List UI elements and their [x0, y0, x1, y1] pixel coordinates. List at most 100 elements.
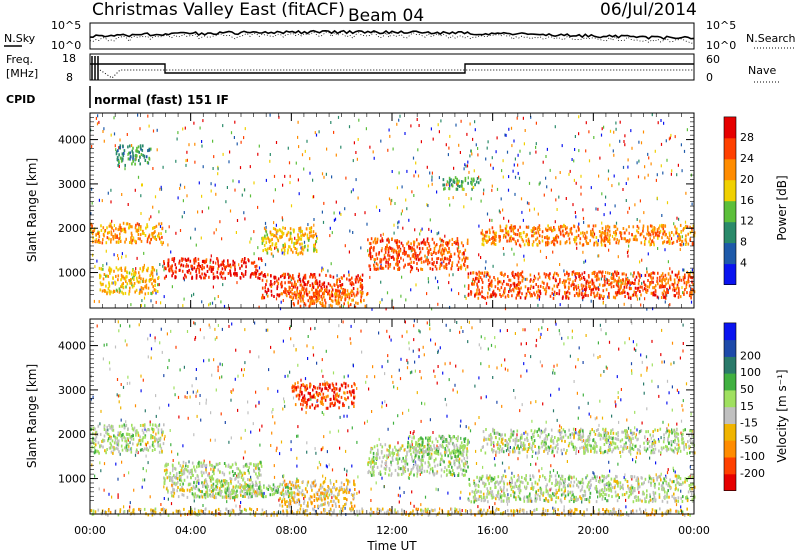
echo-cell [314, 279, 317, 283]
echo-cell [217, 276, 219, 280]
echo-cell [214, 275, 216, 279]
echo-cell [334, 292, 336, 296]
noise-cell [118, 146, 120, 150]
noise-cell [421, 227, 423, 231]
echo-cell [134, 226, 137, 230]
echo-cell [315, 300, 318, 304]
noise-cell [388, 238, 390, 242]
noise-cell [156, 272, 158, 276]
echo-cell [642, 224, 645, 228]
noise-cell [307, 357, 309, 360]
noise-cell [597, 341, 599, 345]
echo-cell [678, 292, 680, 296]
echo-cell [488, 228, 491, 232]
echo-cell [549, 227, 551, 231]
echo-cell [378, 252, 380, 256]
echo-cell [398, 260, 401, 264]
noise-cell [290, 337, 292, 341]
echo-cell [553, 273, 555, 277]
echo-cell [321, 301, 324, 305]
noise-cell [387, 354, 389, 358]
noise-cell [584, 259, 587, 263]
noise-cell [592, 471, 594, 475]
echo-cell [684, 238, 687, 242]
echo-cell [617, 279, 619, 283]
echo-cell [668, 284, 671, 288]
echo-cell [431, 237, 434, 241]
noise-cell [257, 152, 259, 156]
echo-cell [299, 242, 301, 246]
echo-cell [123, 149, 126, 153]
echo-cell [316, 292, 318, 296]
echo-cell [270, 280, 272, 283]
echo-cell [510, 239, 512, 243]
echo-cell [303, 276, 305, 280]
echo-cell [90, 222, 93, 226]
echo-cell [335, 301, 338, 305]
echo-cell [321, 282, 324, 286]
echo-cell [94, 437, 96, 441]
noise-cell [318, 385, 320, 389]
noise-cell [609, 143, 611, 147]
echo-cell [667, 272, 670, 276]
noise-cell [99, 422, 101, 426]
noise-cell [322, 374, 324, 378]
echo-cell [474, 277, 477, 281]
noise-cell [200, 236, 202, 240]
noise-cell [275, 449, 277, 453]
echo-cell [525, 235, 527, 238]
echo-cell [456, 187, 459, 191]
echo-cell [532, 240, 535, 244]
noise-cell [413, 338, 415, 342]
echo-cell [332, 275, 335, 279]
echo-cell [136, 443, 139, 447]
noise-cell [436, 190, 438, 194]
echo-cell [369, 248, 371, 251]
echo-cell [484, 271, 486, 275]
noise-cell [523, 258, 525, 262]
echo-cell [290, 295, 293, 299]
echo-cell [221, 262, 224, 266]
echo-cell [92, 236, 94, 240]
noise-cell [170, 502, 173, 506]
echo-cell [538, 224, 541, 228]
echo-cell [243, 260, 246, 264]
echo-cell [337, 302, 339, 306]
echo-cell [234, 271, 236, 275]
noise-cell [310, 397, 312, 401]
echo-cell [198, 270, 201, 274]
noise-cell [137, 175, 140, 179]
noise-cell [613, 130, 615, 134]
echo-cell [166, 264, 169, 268]
noise-cell [602, 301, 604, 305]
echo-cell [291, 237, 293, 241]
echo-cell [522, 231, 525, 235]
echo-cell [614, 225, 617, 229]
noise-cell [249, 350, 251, 354]
echo-cell [601, 230, 604, 234]
echo-cell [504, 272, 506, 276]
noise-cell [284, 374, 286, 378]
echo-cell [209, 258, 212, 262]
noise-cell [492, 376, 494, 379]
noise-cell [379, 266, 381, 270]
cpid-strip: CPID normal (fast) 151 IF [6, 86, 229, 108]
echo-cell [480, 231, 483, 235]
noise-cell [253, 513, 255, 517]
noise-cell [646, 366, 648, 370]
echo-cell [573, 294, 576, 298]
echo-cell [313, 248, 315, 252]
echo-cell [123, 152, 125, 155]
echo-cell [588, 287, 591, 290]
noise-cell [655, 473, 657, 477]
echo-cell [462, 252, 464, 255]
echo-cell [465, 256, 467, 260]
echo-cell [321, 304, 324, 307]
echo-cell [472, 186, 475, 189]
echo-cell [128, 151, 130, 155]
echo-cell [413, 243, 415, 247]
echo-cell [156, 234, 159, 238]
noise-cell [556, 208, 558, 211]
noise-cell [158, 406, 161, 410]
echo-cell [514, 232, 517, 236]
